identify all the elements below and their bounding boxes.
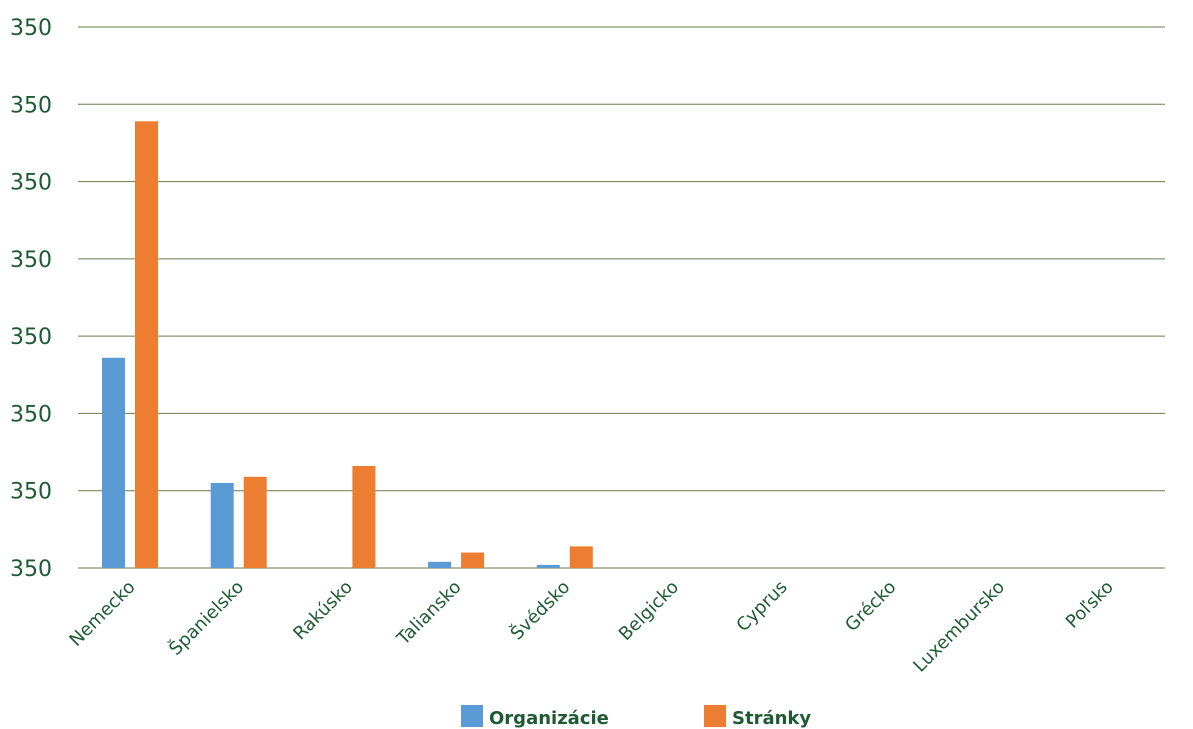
y-tick-label: 350 — [10, 93, 52, 118]
bar-stranky — [352, 465, 376, 568]
y-tick-label: 350 — [10, 557, 52, 582]
x-category-label: Belgicko — [615, 577, 683, 645]
x-category-label: Španielsko — [164, 576, 248, 660]
x-category-label: Grécko — [841, 577, 900, 636]
x-axis-category-labels: Nemecko Španielsko Rakúsko Taliansko Švédsko… — [65, 576, 1117, 677]
x-category-label: Luxembursko — [909, 577, 1009, 677]
bar-stranky — [569, 546, 593, 568]
bar-stranky — [243, 476, 267, 568]
x-category-label: Taliansko — [392, 577, 465, 650]
legend-swatch — [461, 705, 483, 727]
bars — [102, 121, 593, 568]
y-tick-label: 350 — [10, 248, 52, 273]
y-tick-label: 350 — [10, 402, 52, 427]
y-tick-label: 350 — [10, 171, 52, 196]
bar-stranky — [461, 552, 485, 568]
legend-swatch — [704, 705, 726, 727]
bar-organizacie — [210, 482, 234, 568]
legend-label: Organizácie — [489, 708, 609, 729]
bar-organizacie — [102, 357, 125, 568]
y-tick-label: 350 — [10, 480, 52, 505]
bar-organizacie — [428, 561, 452, 568]
bar-organizacie — [536, 564, 560, 568]
y-axis-tick-labels: 350 350 350 350 350 350 350 350 — [10, 16, 52, 582]
x-category-label: Švédsko — [506, 576, 574, 644]
legend: Organizácie Stránky — [461, 705, 811, 729]
y-tick-label: 350 — [10, 16, 52, 41]
x-category-label: Poľsko — [1062, 577, 1118, 633]
x-category-label: Nemecko — [65, 577, 139, 651]
legend-label: Stránky — [732, 708, 811, 729]
y-tick-label: 350 — [10, 325, 52, 350]
bar-stranky — [135, 121, 158, 568]
gridlines — [78, 26, 1165, 569]
x-category-label: Cyprus — [732, 577, 791, 636]
x-category-label: Rakúsko — [289, 577, 357, 645]
